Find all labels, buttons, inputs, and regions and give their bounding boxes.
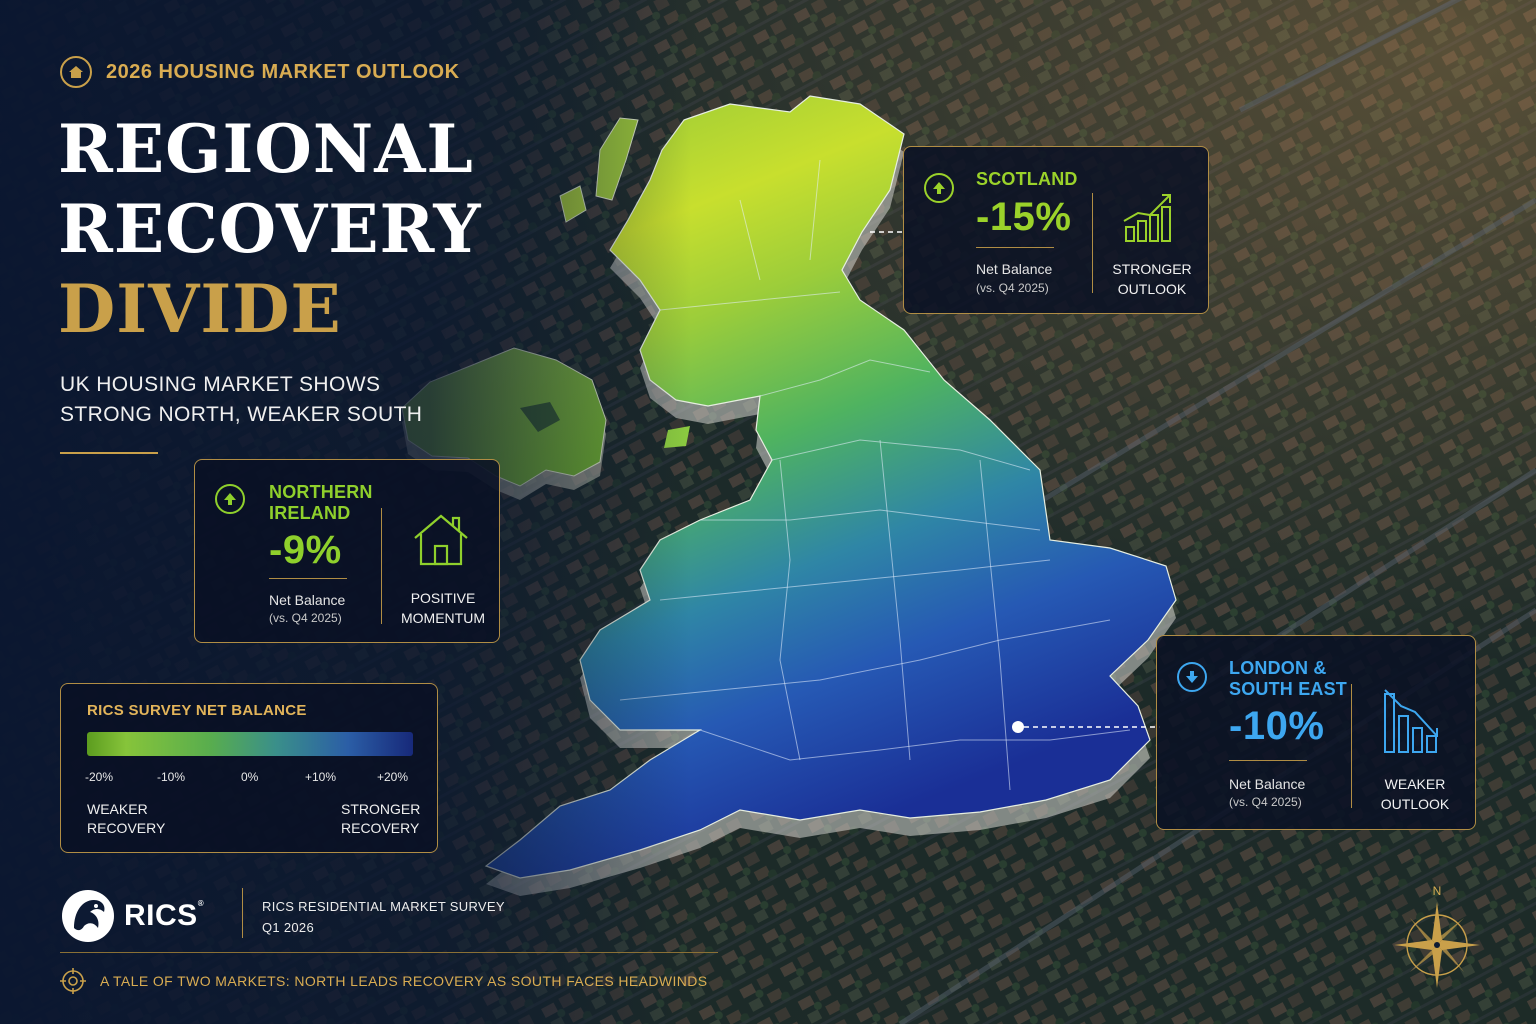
region-name: SCOTLAND: [976, 169, 1078, 189]
region-value: -15%: [976, 195, 1072, 239]
metric-sub-label: (vs. Q4 2025): [1229, 795, 1302, 809]
brand-name: RICS: [124, 899, 198, 932]
outlook-line-2: OUTLOOK: [1380, 796, 1450, 812]
outlook-line-1: WEAKER: [1384, 776, 1446, 792]
title-line-3: DIVIDE: [58, 270, 342, 348]
outlook-label: POSITIVE MOMENTUM: [391, 588, 495, 628]
tagline: A TALE OF TWO MARKETS: NORTH LEADS RECOV…: [60, 968, 708, 994]
target-icon: [60, 968, 86, 994]
value-rule: [269, 578, 347, 579]
card-divider: [1092, 193, 1093, 293]
metric-sub-label: (vs. Q4 2025): [269, 611, 342, 625]
title-line-2: RECOVERY: [58, 190, 482, 268]
subtitle-line-2: STRONG NORTH, WEAKER SOUTH: [60, 403, 423, 426]
legend-high-line-1: STRONGER: [341, 801, 421, 817]
legend-tick: +20%: [377, 770, 409, 784]
value-rule: [976, 247, 1054, 248]
subtitle: UK HOUSING MARKET SHOWS STRONG NORTH, WE…: [60, 370, 422, 430]
legend-tick: +10%: [305, 770, 337, 784]
outlook-line-1: STRONGER: [1112, 261, 1192, 277]
card-divider: [1351, 684, 1352, 808]
up-arrow-icon: [215, 484, 245, 514]
tagline-text: A TALE OF TWO MARKETS: NORTH LEADS RECOV…: [100, 973, 708, 989]
legend-low-line-2: RECOVERY: [87, 820, 166, 836]
outlook-label: WEAKER OUTLOOK: [1361, 774, 1469, 814]
survey-period: Q1 2026: [262, 920, 314, 935]
survey-source: RICS RESIDENTIAL MARKET SURVEY Q1 2026: [262, 896, 505, 938]
legend-low-label: WEAKER RECOVERY: [87, 800, 165, 838]
kicker-text: 2026 HOUSING MARKET OUTLOOK: [106, 60, 460, 83]
value-rule: [1229, 760, 1307, 761]
subtitle-line-1: UK HOUSING MARKET SHOWS: [60, 373, 381, 396]
scotland-callout-card: SCOTLAND -15% Net Balance (vs. Q4 2025) …: [903, 146, 1209, 314]
region-value: -10%: [1229, 704, 1325, 748]
metric-label: Net Balance: [976, 261, 1053, 277]
northern-ireland-callout-card: NORTHERN IRELAND -9% Net Balance (vs. Q4…: [194, 459, 500, 643]
region-value: -9%: [269, 528, 342, 572]
legend-high-line-2: RECOVERY: [341, 820, 420, 836]
footer-divider: [242, 888, 243, 938]
outlook-line-2: MOMENTUM: [401, 610, 485, 626]
legend-color-scale: [87, 732, 413, 756]
rics-wordmark: RICS®: [124, 899, 204, 933]
legend-low-line-1: WEAKER: [87, 801, 148, 817]
rics-lion-icon: [62, 890, 114, 942]
house-icon: [60, 56, 92, 88]
compass-rose-icon: [1394, 902, 1480, 988]
legend-tick: -10%: [157, 770, 186, 784]
legend-tick: 0%: [241, 770, 259, 784]
falling-bar-chart-icon: [1379, 684, 1445, 761]
legend-tick: -20%: [85, 770, 114, 784]
outlook-line-1: POSITIVE: [410, 590, 476, 606]
outlook-label: STRONGER OUTLOOK: [1104, 259, 1200, 299]
compass-rose: N: [1390, 884, 1484, 994]
card-divider: [381, 508, 382, 624]
region-name-line-1: NORTHERN: [269, 482, 373, 502]
london-south-east-callout-card: LONDON & SOUTH EAST -10% Net Balance (vs…: [1156, 635, 1476, 830]
legend-title: RICS SURVEY NET BALANCE: [87, 702, 307, 719]
metric-label: Net Balance: [1229, 776, 1306, 792]
region-name-line-2: SOUTH EAST: [1229, 679, 1348, 699]
outlook-line-2: OUTLOOK: [1117, 281, 1187, 297]
title-line-1: REGIONAL: [58, 110, 474, 188]
title-divider: [60, 452, 158, 454]
region-name-line-1: LONDON &: [1229, 658, 1327, 678]
up-arrow-icon: [924, 173, 954, 203]
region-name-line-2: IRELAND: [269, 503, 351, 523]
compass-north-label: N: [1432, 884, 1442, 898]
metric-label: Net Balance: [269, 592, 346, 608]
rising-bar-chart-icon: [1122, 191, 1178, 248]
header-kicker: 2026 HOUSING MARKET OUTLOOK: [60, 56, 460, 88]
footer-rule: [60, 952, 718, 953]
rics-logo: RICS®: [60, 888, 204, 944]
survey-name: RICS RESIDENTIAL MARKET SURVEY: [262, 899, 505, 914]
metric-sub-label: (vs. Q4 2025): [976, 281, 1049, 295]
house-icon: [411, 510, 471, 575]
region-name: NORTHERN IRELAND: [269, 482, 373, 524]
down-arrow-icon: [1177, 662, 1207, 692]
net-balance-legend: RICS SURVEY NET BALANCE -20% -10% 0% +10…: [60, 683, 438, 853]
region-name: LONDON & SOUTH EAST: [1229, 658, 1347, 700]
registered-mark: ®: [197, 899, 205, 908]
legend-high-label: STRONGER RECOVERY: [341, 800, 421, 838]
